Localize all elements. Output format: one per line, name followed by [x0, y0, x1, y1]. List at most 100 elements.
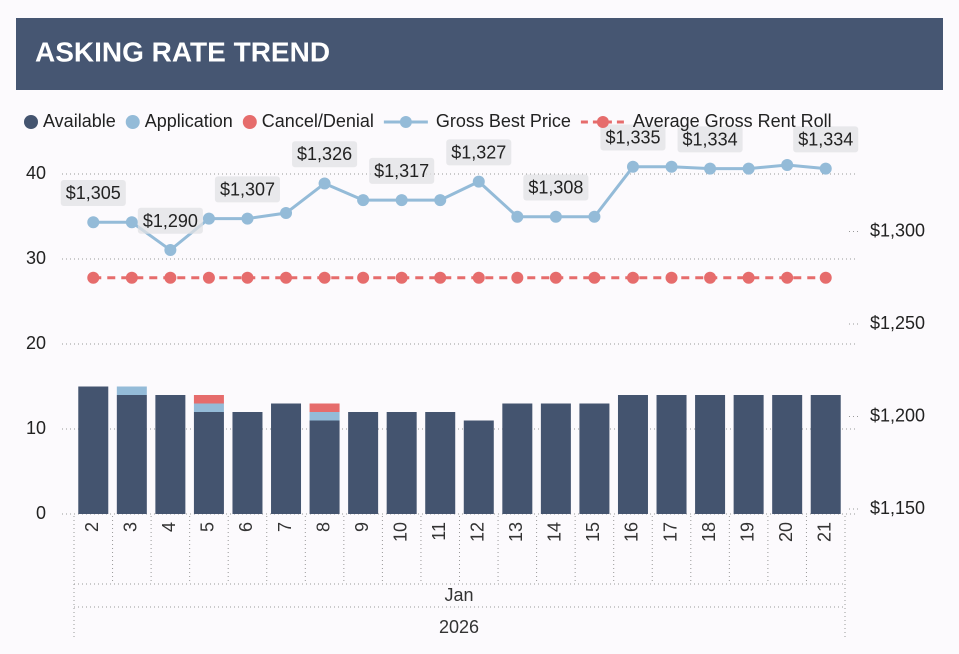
line-point	[781, 271, 794, 284]
line-point	[280, 207, 293, 220]
line-point	[241, 212, 254, 225]
legend-label: Application	[145, 111, 233, 131]
legend-label: Available	[43, 111, 116, 131]
legend-marker	[24, 115, 38, 129]
data-label-bg	[137, 207, 203, 234]
bar	[579, 403, 610, 514]
data-label: $1,326	[297, 144, 352, 164]
bar	[309, 412, 340, 421]
line-point	[511, 271, 524, 284]
bar	[386, 412, 417, 514]
bar	[116, 395, 147, 514]
line-point	[395, 271, 408, 284]
x-tick-label: 21	[814, 522, 834, 542]
x-tick-label: 10	[390, 522, 410, 542]
line-point	[318, 271, 331, 284]
title-bar	[16, 18, 943, 90]
line-point	[280, 271, 293, 284]
bar	[271, 403, 302, 514]
x-tick-label: 18	[699, 522, 719, 542]
bar	[810, 395, 841, 514]
line-point	[819, 162, 832, 175]
y2-tick-label: $1,250	[870, 313, 925, 333]
x-tick-label: 13	[506, 522, 526, 542]
y-tick-label: 0	[36, 503, 46, 523]
line-series	[93, 163, 826, 252]
y2-tick-label: $1,200	[870, 405, 925, 425]
line-point	[665, 271, 678, 284]
bar	[502, 403, 533, 514]
x-tick-label: 4	[159, 522, 179, 532]
line-point	[704, 162, 717, 175]
x-tick-label: 14	[545, 522, 565, 542]
x-tick-label: 5	[198, 522, 218, 532]
bar	[695, 395, 726, 514]
data-label: $1,334	[798, 129, 853, 149]
data-label: $1,307	[220, 179, 275, 199]
data-label-bg	[793, 126, 859, 153]
data-label-bg	[600, 124, 666, 151]
legend-label: Cancel/Denial	[262, 111, 374, 131]
bar	[463, 420, 494, 514]
line-point	[202, 212, 215, 225]
bar	[116, 386, 147, 395]
x-year-label: 2026	[439, 617, 479, 637]
x-tick-label: 8	[313, 522, 333, 532]
x-tick-label: 17	[660, 522, 680, 542]
legend-marker	[242, 115, 257, 129]
line-point	[434, 271, 447, 284]
data-label: $1,290	[143, 211, 198, 231]
line-point	[357, 194, 370, 207]
data-label: $1,317	[374, 161, 429, 181]
bar	[772, 395, 803, 514]
line-point	[87, 271, 100, 284]
bar	[540, 403, 571, 514]
data-label-bg	[677, 126, 743, 153]
chart-title: ASKING RATE TREND	[35, 36, 330, 67]
line-point	[742, 271, 755, 284]
line-point	[626, 271, 639, 284]
line-point	[125, 216, 138, 229]
data-label: $1,308	[528, 177, 583, 197]
line-point	[549, 271, 562, 284]
x-tick-label: 11	[429, 522, 449, 541]
line-point	[434, 194, 447, 207]
bar	[193, 403, 224, 412]
data-label: $1,335	[605, 128, 660, 148]
data-label-bg	[446, 139, 512, 166]
bar	[617, 395, 648, 514]
y-tick-label: 10	[26, 418, 46, 438]
line-point	[164, 244, 177, 257]
data-label-bg	[214, 176, 281, 203]
line-point	[665, 160, 678, 173]
line-point	[511, 210, 524, 223]
data-label-bg	[60, 180, 126, 207]
legend-marker	[399, 116, 412, 128]
data-label: $1,334	[683, 129, 738, 149]
x-tick-label: 6	[236, 522, 256, 532]
data-label: $1,305	[66, 183, 121, 203]
bar	[78, 386, 109, 514]
line-point	[395, 194, 408, 207]
x-tick-label: 9	[352, 522, 372, 532]
line-point	[588, 210, 601, 223]
line-point	[549, 210, 562, 223]
x-tick-label: 12	[468, 522, 488, 542]
line-point	[781, 158, 794, 171]
y-tick-label: 30	[26, 248, 46, 268]
x-tick-label: 3	[121, 522, 141, 532]
x-tick-label: 20	[776, 522, 796, 542]
legend-marker	[125, 115, 140, 129]
data-label-bg	[523, 174, 589, 201]
bar	[309, 420, 340, 514]
line-point	[819, 271, 832, 284]
bar	[348, 412, 379, 514]
y-tick-label: 40	[26, 163, 46, 183]
bar	[425, 412, 456, 514]
x-tick-label: 19	[737, 522, 757, 542]
x-tick-label: 7	[275, 522, 295, 532]
line-point	[472, 175, 485, 188]
data-label-bg	[369, 157, 435, 184]
bar	[232, 412, 263, 514]
